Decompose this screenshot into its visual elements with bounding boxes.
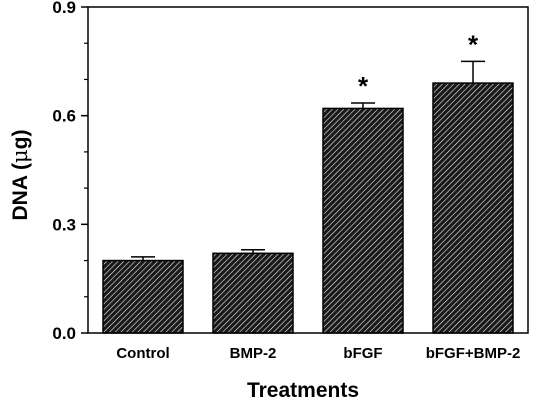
y-tick-label: 0.9 — [52, 0, 76, 17]
y-axis-title-unit: g) — [9, 129, 32, 149]
significance-marker: * — [468, 29, 479, 59]
x-tick-label: bFGF — [343, 345, 382, 362]
y-tick-label: 0.6 — [52, 107, 76, 126]
bar-bmp-2 — [212, 252, 294, 334]
y-tick-label: 0.3 — [52, 215, 76, 234]
bar-bfgf — [322, 107, 404, 334]
bar-bfgf-bmp-2 — [432, 82, 514, 334]
y-axis-title-mu: μ — [8, 149, 32, 163]
x-axis-title: Treatments — [247, 379, 359, 402]
significance-marker: * — [358, 71, 369, 101]
x-tick-label: bFGF+BMP-2 — [426, 345, 521, 362]
x-tick-label: BMP-2 — [230, 345, 277, 362]
x-tick-label: Control — [116, 345, 169, 362]
plot-frame — [87, 6, 529, 334]
y-axis-title-main: DNA ( — [9, 163, 32, 221]
y-tick-label: 0.0 — [52, 324, 76, 343]
bar-control — [102, 259, 184, 334]
y-axis-title: DNA (μg) — [8, 129, 32, 220]
